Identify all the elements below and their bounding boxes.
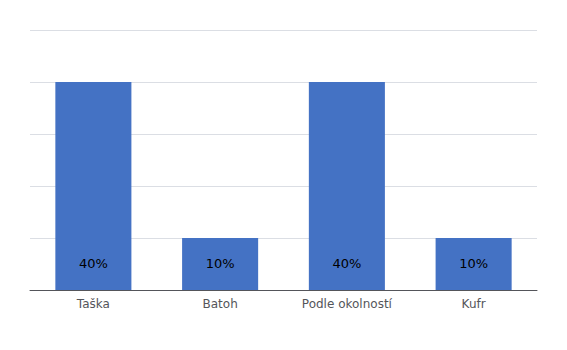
svg-text:40%: 40% <box>332 256 361 271</box>
svg-text:10%: 10% <box>206 256 235 271</box>
svg-text:40%: 40% <box>79 256 108 271</box>
svg-text:Kufr: Kufr <box>462 297 486 311</box>
svg-text:10%: 10% <box>459 256 488 271</box>
svg-text:Batoh: Batoh <box>203 297 238 311</box>
svg-text:Podle okolností: Podle okolností <box>302 297 393 311</box>
svg-text:Taška: Taška <box>76 297 110 311</box>
